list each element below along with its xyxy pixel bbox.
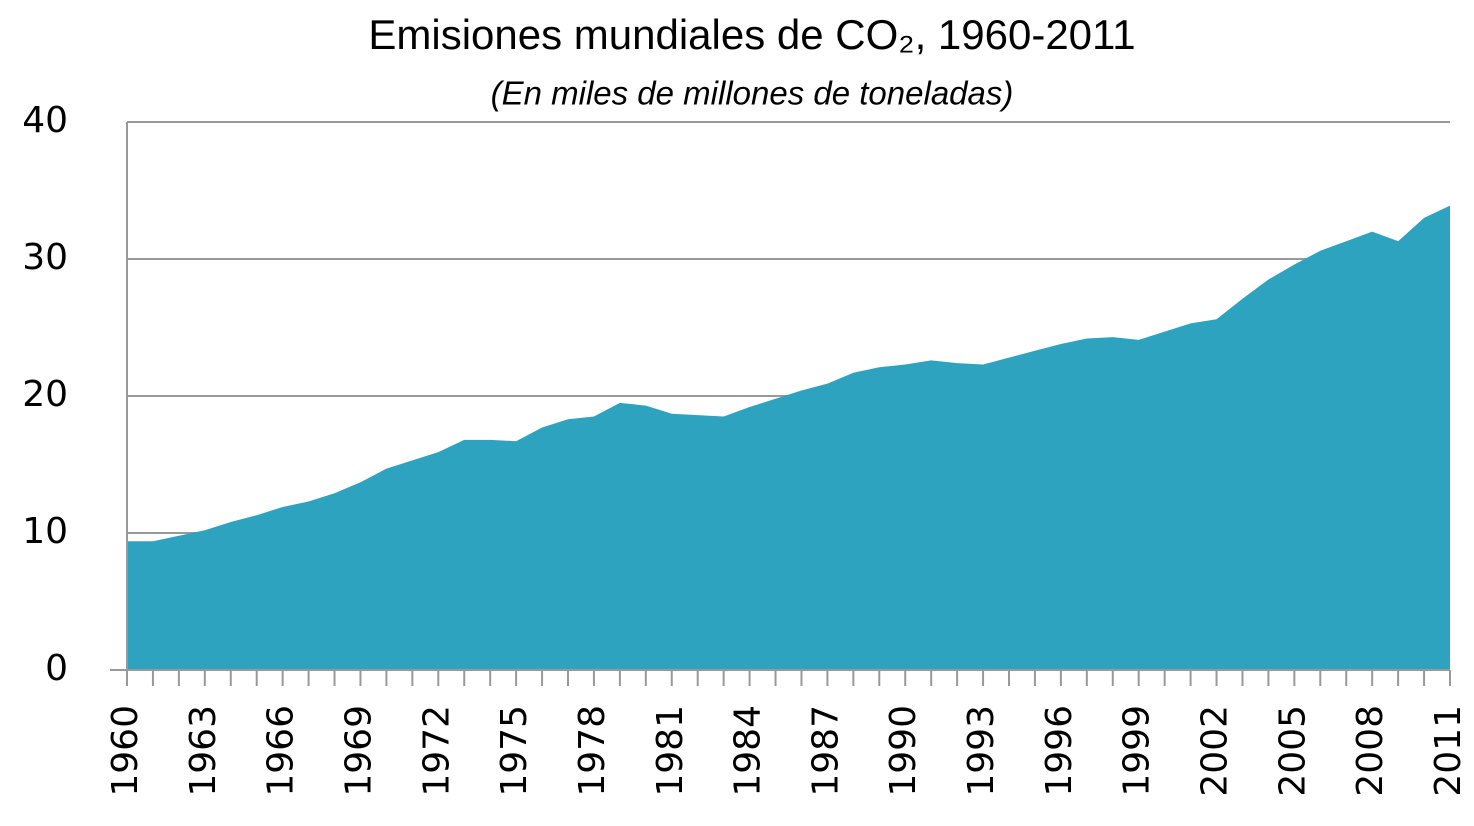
- x-tick-label: 2005: [1272, 705, 1313, 797]
- chart-title: Emisiones mundiales de CO₂, 1960-2011: [368, 11, 1135, 58]
- x-tick-label: 1984: [728, 705, 769, 797]
- x-tick-label: 1978: [572, 705, 613, 797]
- x-tick-label: 1972: [416, 705, 457, 797]
- x-tick-label: 1987: [805, 705, 846, 797]
- y-tick-label: 10: [22, 511, 68, 552]
- x-tick-label: 2008: [1350, 705, 1391, 797]
- y-tick-label: 40: [22, 100, 68, 141]
- x-tick-label: 1966: [261, 705, 302, 797]
- area: [127, 205, 1450, 670]
- x-tick-label: 2011: [1428, 705, 1469, 797]
- y-tick-label: 20: [22, 374, 68, 415]
- x-tick-label: 1999: [1117, 705, 1158, 797]
- x-tick-label: 1990: [883, 705, 924, 797]
- x-tick-label: 1960: [105, 705, 146, 797]
- x-tick-label: 1969: [338, 705, 379, 797]
- x-tick-label: 1963: [183, 705, 224, 797]
- y-tick-label: 30: [22, 237, 68, 278]
- x-tick-label: 2002: [1195, 705, 1236, 797]
- x-tick-label: 1981: [650, 705, 691, 797]
- x-tick-label: 1975: [494, 705, 535, 797]
- x-tick-label: 1996: [1039, 705, 1080, 797]
- y-tick-label: 0: [45, 648, 68, 689]
- chart-subtitle: (En miles de millones de toneladas): [491, 75, 1014, 112]
- x-tick-label: 1993: [961, 705, 1002, 797]
